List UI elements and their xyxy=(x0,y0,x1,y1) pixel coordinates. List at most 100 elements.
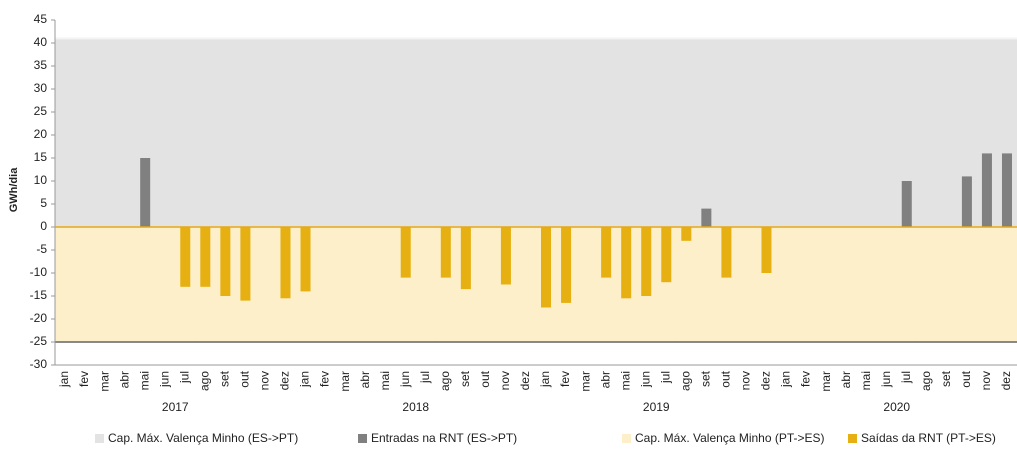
capacity-area xyxy=(716,38,737,228)
legend-label: Cap. Máx. Valença Minho (PT->ES) xyxy=(635,431,825,445)
capacity-area xyxy=(115,227,136,342)
x-tick-label: out xyxy=(959,370,973,387)
flow-bar xyxy=(460,227,471,290)
flow-bar xyxy=(180,227,191,287)
x-tick-label: jul xyxy=(418,371,432,384)
flow-bar xyxy=(981,153,992,227)
x-tick-label: mar xyxy=(819,371,833,392)
capacity-area xyxy=(295,38,317,228)
capacity-area xyxy=(696,227,717,342)
capacity-area xyxy=(175,38,196,228)
capacity-area xyxy=(696,38,717,228)
x-tick-label: jan xyxy=(57,371,71,388)
x-tick-label: jul xyxy=(658,371,672,384)
capacity-area xyxy=(776,38,798,228)
capacity-area xyxy=(576,38,597,228)
x-tick-label: mai xyxy=(618,371,632,390)
legend-label: Saídas da RNT (PT->ES) xyxy=(861,431,996,445)
y-tick-label: 30 xyxy=(34,81,48,95)
capacity-area xyxy=(916,227,938,342)
legend-label: Entradas na RNT (ES->PT) xyxy=(371,431,517,445)
legend-swatch xyxy=(848,434,857,443)
capacity-area xyxy=(836,38,858,228)
x-tick-label: set xyxy=(218,370,232,387)
x-tick-label: jun xyxy=(638,371,652,388)
capacity-area xyxy=(355,38,377,228)
capacity-area xyxy=(135,227,156,342)
flow-bar xyxy=(641,227,652,296)
capacity-area xyxy=(75,227,96,342)
flow-bar xyxy=(280,227,291,299)
x-tick-label: jun xyxy=(879,371,893,388)
x-tick-label: fev xyxy=(558,371,572,387)
x-tick-label: jan xyxy=(298,371,312,388)
capacity-area xyxy=(335,227,357,342)
flow-bar xyxy=(140,158,151,227)
capacity-area xyxy=(536,38,557,228)
x-tick-label: abr xyxy=(839,371,853,388)
flow-bar xyxy=(220,227,231,296)
capacity-area xyxy=(55,227,76,342)
y-tick-label: -15 xyxy=(30,288,48,302)
capacity-area xyxy=(475,227,497,342)
y-tick-label: 20 xyxy=(34,127,48,141)
x-tick-label: fev xyxy=(799,371,813,387)
capacity-area xyxy=(195,38,216,228)
capacity-area xyxy=(856,227,878,342)
capacity-area xyxy=(936,227,958,342)
flow-bar xyxy=(901,181,912,227)
legend-swatch xyxy=(622,434,631,443)
y-tick-label: -25 xyxy=(30,334,48,348)
capacity-area xyxy=(415,38,437,228)
capacity-area xyxy=(315,227,337,342)
x-tick-label: mai xyxy=(859,371,873,390)
capacity-area xyxy=(315,38,337,228)
capacity-area xyxy=(495,38,517,228)
capacity-area xyxy=(796,227,818,342)
y-tick-label: -10 xyxy=(30,265,48,279)
flow-bar xyxy=(961,176,972,227)
flow-bar xyxy=(681,227,692,241)
y-tick-label: 5 xyxy=(40,196,47,210)
capacity-area xyxy=(395,38,417,228)
x-tick-label: ago xyxy=(678,371,692,391)
y-tick-label: -20 xyxy=(30,311,48,325)
capacity-area xyxy=(95,227,116,342)
capacity-area xyxy=(515,38,537,228)
flow-bar xyxy=(1001,153,1012,227)
capacity-area xyxy=(375,227,397,342)
x-tick-label: abr xyxy=(358,371,372,388)
capacity-area xyxy=(475,38,497,228)
flow-bar xyxy=(561,227,572,303)
capacity-area xyxy=(836,227,858,342)
flow-bar xyxy=(200,227,211,287)
capacity-area xyxy=(576,227,597,342)
x-tick-label: nov xyxy=(498,371,512,390)
capacity-area xyxy=(796,38,818,228)
flow-bar xyxy=(601,227,612,278)
x-tick-label: fev xyxy=(318,371,332,387)
capacity-area xyxy=(976,227,998,342)
x-tick-label: nov xyxy=(739,371,753,390)
y-tick-label: -5 xyxy=(36,242,47,256)
x-tick-label: abr xyxy=(598,371,612,388)
capacity-area xyxy=(155,227,176,342)
capacity-area xyxy=(876,227,898,342)
x-tick-label: abr xyxy=(117,371,131,388)
capacity-area xyxy=(636,38,657,228)
capacity-area xyxy=(616,38,637,228)
capacity-area xyxy=(435,38,457,228)
x-tick-label: ago xyxy=(197,371,211,391)
x-tick-label: fev xyxy=(77,371,91,387)
capacity-area xyxy=(515,227,537,342)
capacity-area xyxy=(916,38,938,228)
capacity-area xyxy=(255,38,276,228)
y-tick-label: 35 xyxy=(34,58,48,72)
capacity-area xyxy=(936,38,958,228)
capacity-area xyxy=(876,38,898,228)
y-tick-label: 40 xyxy=(34,35,48,49)
x-tick-label: jan xyxy=(779,371,793,388)
y-tick-label: 45 xyxy=(34,12,48,26)
x-tick-label: jul xyxy=(899,371,913,384)
year-label: 2019 xyxy=(643,400,670,414)
